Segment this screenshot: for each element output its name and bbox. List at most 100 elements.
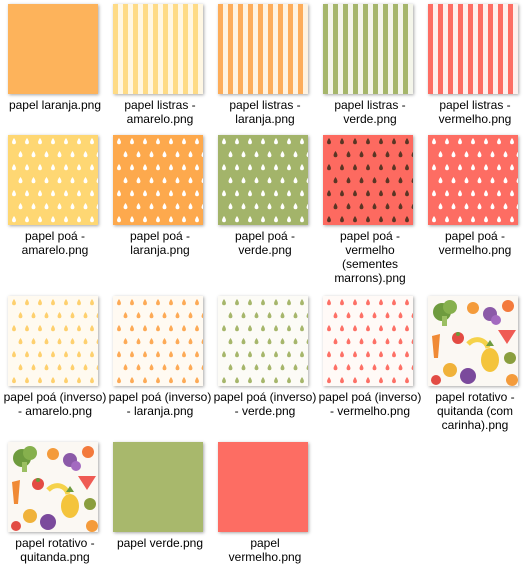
drop-dot (64, 299, 68, 306)
drop-dot (333, 177, 338, 184)
drop-dot (241, 364, 246, 371)
green-dots-thumbnail[interactable] (218, 135, 308, 225)
drop-dot (353, 351, 357, 358)
drop-dot (366, 299, 370, 306)
drop-dot (96, 177, 98, 184)
orange-paper-thumbnail[interactable] (8, 4, 98, 94)
orange-inverse-dots-thumbnail[interactable] (113, 296, 203, 386)
drop-dot (162, 312, 167, 319)
drop-dot (280, 312, 285, 319)
pattern-svg (218, 135, 308, 225)
drop-dot (182, 190, 186, 197)
drop-dot (123, 312, 128, 319)
orange-dots-thumbnail[interactable] (113, 135, 203, 225)
drop-dot (77, 351, 81, 358)
drop-dot (162, 151, 167, 158)
drop-dot (300, 138, 304, 145)
red-stripes-thumbnail[interactable] (428, 4, 518, 94)
drop-dot (123, 338, 128, 345)
drop-dot (254, 312, 259, 319)
drop-dot (366, 351, 370, 358)
drop-dot (83, 203, 88, 210)
yellow-stripes-thumbnail[interactable] (113, 4, 203, 94)
drop-dot (44, 151, 49, 158)
drop-dot (241, 177, 246, 184)
yellow-inverse-dots-thumbnail[interactable] (8, 296, 98, 386)
file-name-label: papel listras - laranja.png (229, 98, 301, 126)
drop-dot (18, 177, 23, 184)
drop-dot (175, 203, 180, 210)
drop-dot (333, 203, 338, 210)
drop-dot (398, 312, 403, 319)
drop-dot (327, 325, 331, 332)
drop-dot (293, 364, 298, 371)
drop-dot (300, 351, 304, 358)
drop-dot (333, 151, 338, 158)
drop-dot (70, 177, 75, 184)
drop-dot (274, 325, 278, 332)
drop-dot (398, 338, 403, 345)
drop-dot (366, 216, 370, 223)
orange-stripes-thumbnail[interactable] (218, 4, 308, 94)
drop-dot (287, 216, 291, 223)
drop-dot (458, 138, 462, 145)
red-inverse-dots-thumbnail[interactable] (323, 296, 413, 386)
file-name-label: papel poá - vermelho.png (438, 229, 512, 257)
drop-dot (169, 138, 173, 145)
drop-dot (267, 151, 272, 158)
green-stripes-thumbnail[interactable] (323, 4, 413, 94)
drop-dot (385, 177, 390, 184)
drop-dot (77, 164, 81, 171)
drop-dot (372, 203, 377, 210)
drop-dot (405, 164, 409, 171)
drop-dot (267, 203, 272, 210)
drop-dot (31, 203, 36, 210)
green-inverse-dots-thumbnail[interactable] (218, 296, 308, 386)
drop-dot (340, 164, 344, 171)
drop-dot (340, 190, 344, 197)
drop-dot (195, 299, 199, 306)
drop-dot (130, 138, 134, 145)
drop-dot (333, 312, 338, 319)
drop-dot (471, 216, 475, 223)
drop-dot (405, 325, 409, 332)
drop-dot (18, 338, 23, 345)
drop-dot (162, 338, 167, 345)
file-name-label: papel vermelho.png (228, 536, 302, 564)
drop-dot (182, 377, 186, 384)
fruit-thumbnail[interactable] (8, 442, 98, 532)
drop-dot (293, 151, 298, 158)
drop-dot (156, 325, 160, 332)
red-paper-thumbnail[interactable] (218, 442, 308, 532)
watermelon-seeds-thumbnail[interactable] (323, 135, 413, 225)
drop-dot (411, 312, 413, 319)
drop-dot (90, 216, 94, 223)
yellow-dots-thumbnail[interactable] (8, 135, 98, 225)
drop-dot (38, 216, 42, 223)
drop-dot (464, 203, 469, 210)
drop-dot (51, 138, 55, 145)
drop-dot (195, 325, 199, 332)
drop-dot (201, 364, 203, 371)
drop-dot (18, 312, 23, 319)
drop-dot (195, 164, 199, 171)
drop-dot (385, 312, 390, 319)
drop-dot (248, 351, 252, 358)
drop-dot (143, 377, 147, 384)
drop-dot (156, 216, 160, 223)
drop-dot (149, 364, 154, 371)
drop-dot (346, 151, 351, 158)
fruit-faces-thumbnail[interactable] (428, 296, 518, 386)
drop-dot (366, 138, 370, 145)
drop-dot (38, 325, 42, 332)
drop-dot (12, 377, 16, 384)
drop-dot (51, 351, 55, 358)
green-paper-thumbnail[interactable] (113, 442, 203, 532)
drop-dot (372, 151, 377, 158)
red-dots-thumbnail[interactable] (428, 135, 518, 225)
drop-dot (31, 177, 36, 184)
drop-dot (411, 151, 413, 158)
drop-dot (228, 364, 233, 371)
drop-dot (497, 190, 501, 197)
drop-dot (372, 338, 377, 345)
